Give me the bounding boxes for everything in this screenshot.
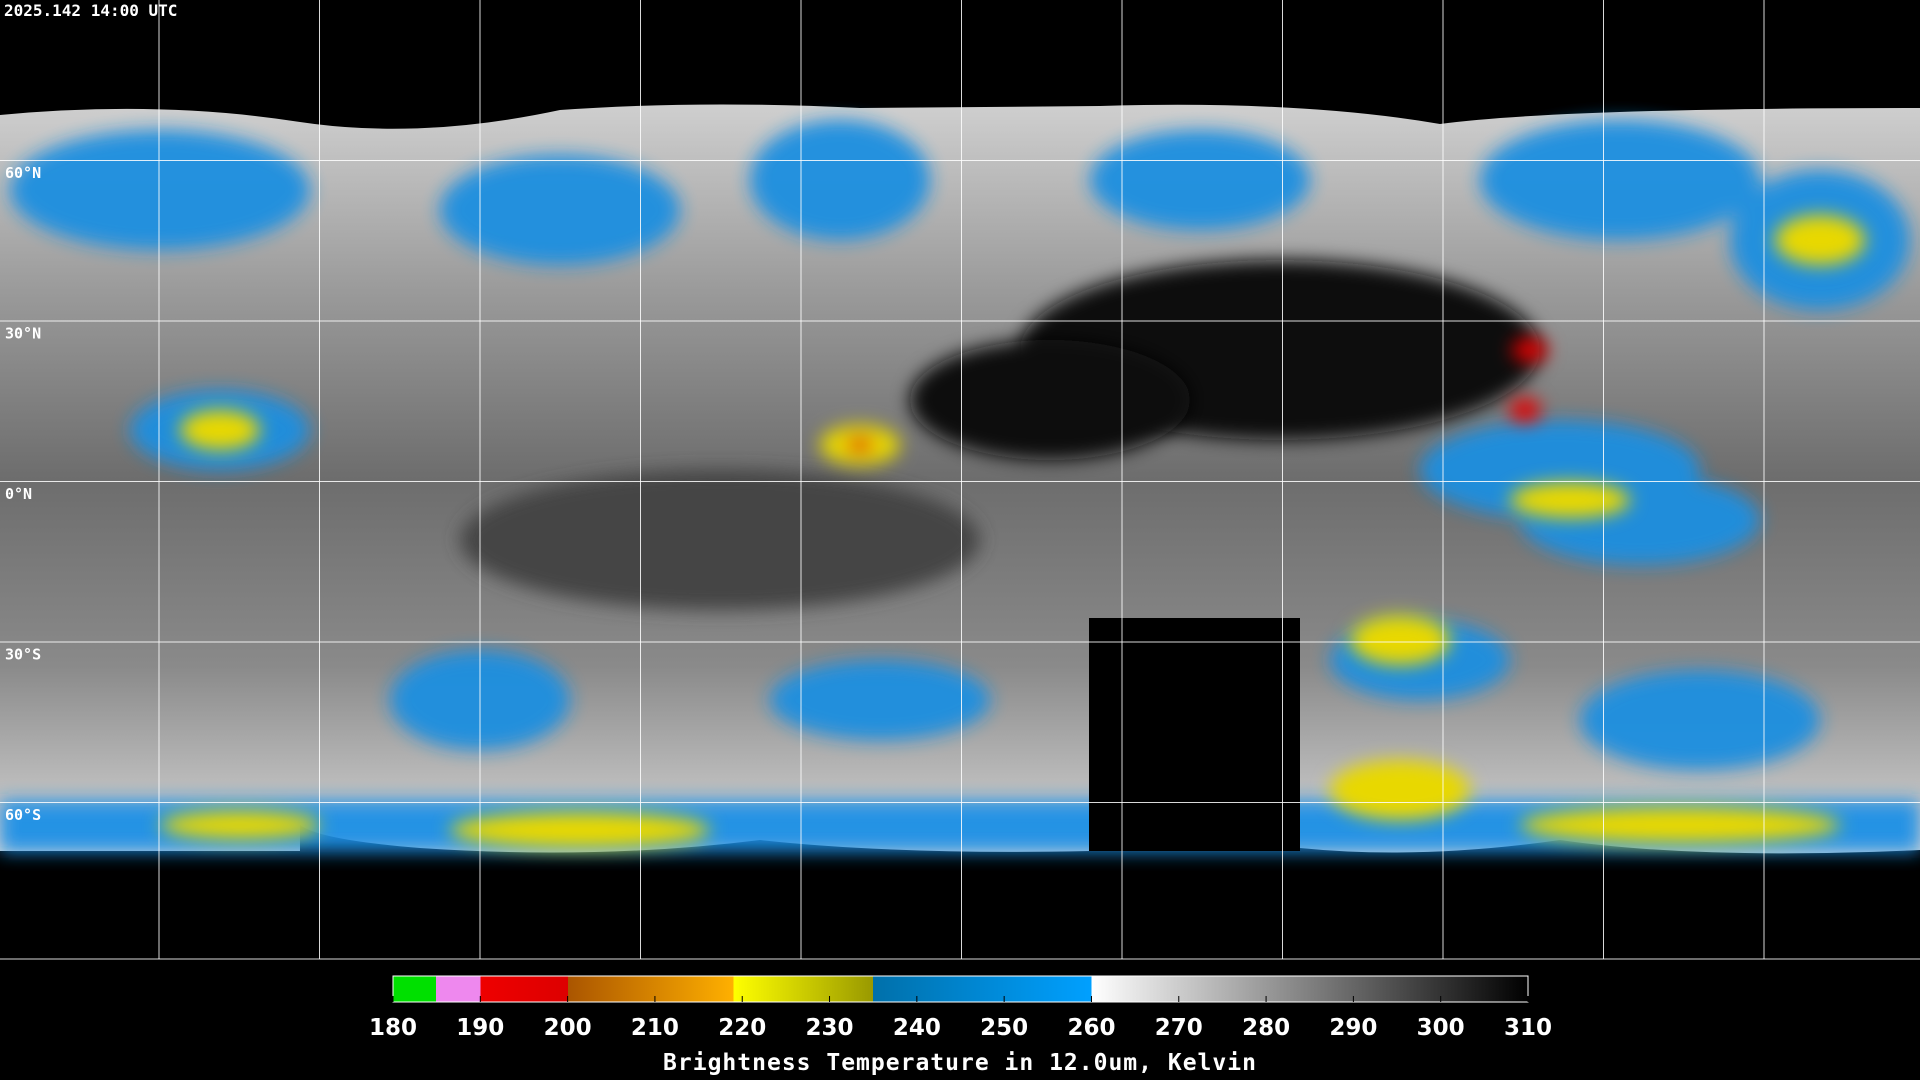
timestamp: 2025.142 14:00 UTC — [4, 1, 177, 20]
colorbar — [392, 975, 1529, 1003]
colorbar-tick-label: 190 — [456, 1015, 504, 1041]
colorbar-title: Brightness Temperature in 12.0um, Kelvin — [663, 1050, 1257, 1076]
graticule — [0, 0, 1920, 960]
colorbar-tick-label: 200 — [544, 1015, 592, 1041]
colorbar-tick-label: 270 — [1155, 1015, 1203, 1041]
colorbar-tick-label: 230 — [806, 1015, 854, 1041]
latitude-labels: 60°N 30°N 0°N 30°S 60°S — [5, 164, 41, 824]
colorbar-ticks: 180 190 200 210 220 230 240 250 260 270 280 290 300 3… — [369, 996, 1552, 1041]
latitude-label: 30°N — [5, 325, 41, 343]
colorbar-tick-label: 280 — [1242, 1015, 1290, 1041]
latitude-label: 60°N — [5, 164, 41, 182]
colorbar-tick-label: 240 — [893, 1015, 941, 1041]
colorbar-tick-label: 250 — [980, 1015, 1028, 1041]
colorbar-tick-label: 180 — [369, 1015, 417, 1041]
imagery — [0, 104, 1920, 854]
colorbar-tick-label: 210 — [631, 1015, 679, 1041]
colorbar-tick-label: 220 — [718, 1015, 766, 1041]
colorbar-tick-label: 300 — [1417, 1015, 1465, 1041]
colorbar-tick-label: 310 — [1504, 1015, 1552, 1041]
latitude-label: 30°S — [5, 646, 41, 664]
colorbar-tick-label: 260 — [1067, 1015, 1115, 1041]
colorbar-tick-label: 290 — [1329, 1015, 1377, 1041]
latitude-label: 60°S — [5, 806, 41, 824]
latitude-label: 0°N — [5, 485, 32, 503]
